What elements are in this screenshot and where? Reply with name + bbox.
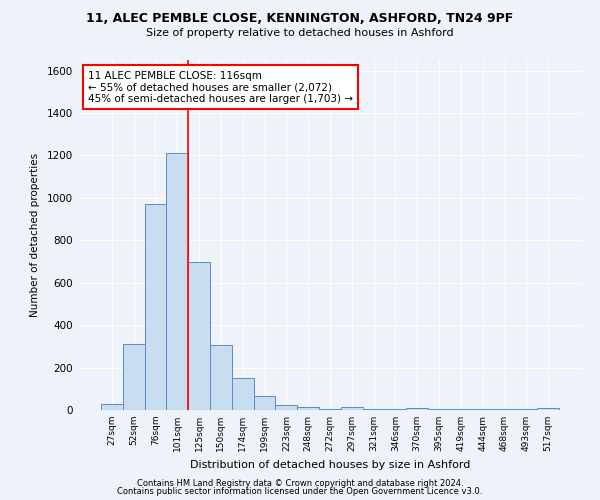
Bar: [515, 409, 537, 410]
Bar: [166, 154, 188, 410]
Bar: [319, 409, 341, 410]
Bar: [297, 407, 319, 410]
Text: Contains HM Land Registry data © Crown copyright and database right 2024.: Contains HM Land Registry data © Crown c…: [137, 478, 463, 488]
Bar: [494, 409, 515, 410]
Bar: [145, 204, 166, 410]
Text: Contains public sector information licensed under the Open Government Licence v3: Contains public sector information licen…: [118, 487, 482, 496]
Bar: [450, 409, 472, 410]
Bar: [537, 408, 559, 410]
Bar: [341, 407, 363, 410]
Bar: [101, 404, 123, 410]
X-axis label: Distribution of detached houses by size in Ashford: Distribution of detached houses by size …: [190, 460, 470, 469]
Bar: [406, 408, 428, 410]
Bar: [275, 404, 297, 410]
Bar: [363, 409, 385, 410]
Bar: [254, 396, 275, 410]
Bar: [385, 409, 406, 410]
Bar: [428, 409, 450, 410]
Bar: [210, 346, 232, 410]
Text: Size of property relative to detached houses in Ashford: Size of property relative to detached ho…: [146, 28, 454, 38]
Bar: [232, 378, 254, 410]
Bar: [472, 409, 494, 410]
Bar: [188, 262, 210, 410]
Text: 11, ALEC PEMBLE CLOSE, KENNINGTON, ASHFORD, TN24 9PF: 11, ALEC PEMBLE CLOSE, KENNINGTON, ASHFO…: [86, 12, 514, 26]
Y-axis label: Number of detached properties: Number of detached properties: [30, 153, 40, 317]
Text: 11 ALEC PEMBLE CLOSE: 116sqm
← 55% of detached houses are smaller (2,072)
45% of: 11 ALEC PEMBLE CLOSE: 116sqm ← 55% of de…: [88, 70, 353, 104]
Bar: [123, 344, 145, 410]
